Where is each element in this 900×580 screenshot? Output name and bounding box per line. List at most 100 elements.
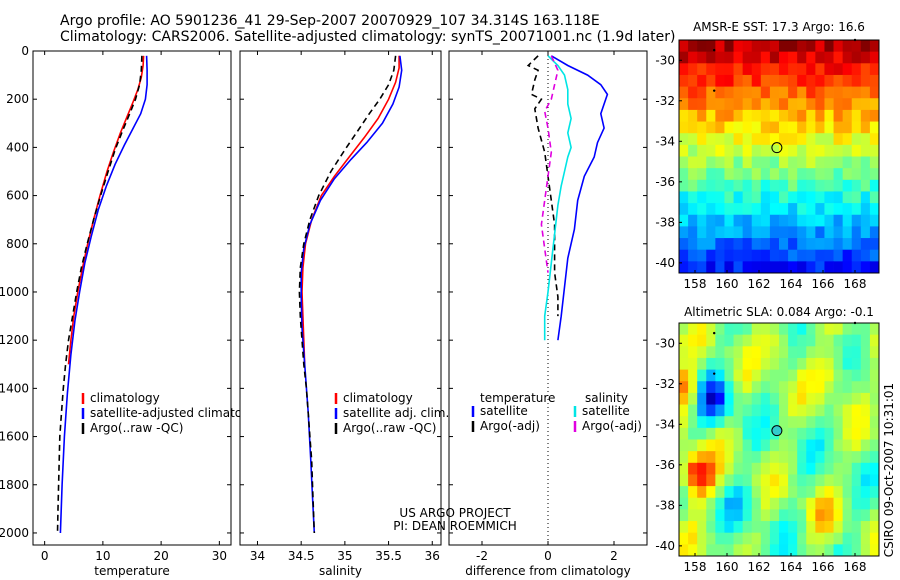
heatmap-cell — [833, 451, 844, 464]
heatmap-cell — [724, 63, 734, 76]
heatmap-cell — [788, 98, 798, 111]
heatmap-cell — [833, 40, 844, 53]
heatmap-cell — [769, 168, 780, 181]
heatmap-cell — [742, 109, 753, 122]
salinity-profile-plot: 34 34.5 35 35.5 36 salinity climatologysatelli… — [239, 50, 449, 578]
heatmap-cell — [860, 474, 871, 487]
heatmap-cell — [842, 249, 853, 262]
heatmap-cell — [679, 544, 689, 557]
heatmap-cell — [697, 168, 707, 181]
heatmap-cell — [851, 462, 862, 475]
heatmap-cell — [806, 63, 816, 76]
heatmap-cell — [679, 40, 689, 53]
heatmap-cell — [869, 191, 880, 204]
heatmap-cell — [851, 133, 862, 146]
heatmap-cell — [824, 51, 834, 64]
heatmap-cell — [706, 144, 716, 157]
heatmap-cell — [788, 144, 798, 157]
heatmap-cell — [751, 249, 762, 262]
heatmap-cell — [760, 238, 771, 251]
heatmap-cell — [815, 497, 825, 510]
legend-label: Argo(-adj) — [582, 419, 642, 433]
heatmap-cell — [742, 451, 753, 464]
heatmap-cell — [688, 261, 698, 274]
heatmap-cell — [715, 261, 725, 274]
heatmap-cell — [860, 451, 871, 464]
heatmap-cell — [797, 179, 807, 192]
heatmap-cell — [860, 509, 871, 522]
y-tick-label: 200 — [6, 92, 29, 106]
heatmap-cell — [751, 133, 762, 146]
heatmap-cell — [806, 249, 816, 262]
heatmap-cell — [760, 334, 771, 347]
heatmap-cell — [806, 40, 816, 53]
heatmap-cell — [769, 86, 780, 99]
heatmap-cell — [769, 63, 780, 76]
y-tick-label: 1000 — [0, 285, 29, 299]
heatmap-cell — [760, 51, 771, 64]
heatmap-cell — [788, 451, 798, 464]
heatmap-cell — [806, 261, 816, 274]
heatmap-cell — [742, 427, 753, 440]
heatmap-cell — [751, 462, 762, 475]
heatmap-cell — [851, 214, 862, 227]
heatmap-cell — [751, 74, 762, 87]
heatmap-cell — [806, 346, 816, 359]
heatmap-cell — [815, 51, 825, 64]
heatmap-cell — [706, 109, 716, 122]
heatmap-cell — [751, 474, 762, 487]
y-tick-label: 2000 — [0, 526, 29, 540]
heatmap-cell — [869, 203, 880, 216]
heatmap-cell — [806, 357, 816, 370]
heatmap-cell — [833, 369, 844, 382]
heatmap-cell — [742, 214, 753, 227]
heatmap-cell — [851, 427, 862, 440]
heatmap-cell — [751, 346, 762, 359]
heatmap-cell — [788, 203, 798, 216]
heatmap-cell — [688, 156, 698, 169]
heatmap-cell — [815, 249, 825, 262]
heatmap-cell — [779, 369, 789, 382]
y-tick-label: 0 — [21, 44, 29, 58]
heatmap-cell — [824, 109, 834, 122]
heatmap-cell — [697, 392, 707, 405]
heatmap-cell — [779, 462, 789, 475]
heatmap-cell — [815, 191, 825, 204]
heatmap-cell — [815, 532, 825, 545]
heatmap-cell — [860, 497, 871, 510]
heatmap-cell — [706, 133, 716, 146]
heatmap-cell — [733, 486, 744, 499]
heatmap-cell — [724, 427, 734, 440]
heatmap-cell — [760, 168, 771, 181]
heatmap-cell — [715, 462, 725, 475]
heatmap-cell — [688, 203, 698, 216]
heatmap-cell — [679, 474, 689, 487]
heatmap-cell — [869, 427, 880, 440]
heatmap-cell — [733, 334, 744, 347]
heatmap-cell — [769, 346, 780, 359]
heatmap-cell — [824, 381, 834, 394]
heatmap-cell — [797, 63, 807, 76]
heatmap-cell — [697, 323, 707, 336]
heatmap-cell — [860, 249, 871, 262]
heatmap-cell — [851, 357, 862, 370]
heatmap-cell — [769, 121, 780, 134]
heatmap-cell — [769, 334, 780, 347]
heatmap-cell — [797, 168, 807, 181]
heatmap-cell — [869, 156, 880, 169]
heatmap-cell — [851, 156, 862, 169]
heatmap-cell — [715, 451, 725, 464]
heatmap-cell — [851, 74, 862, 87]
heatmap-cell — [679, 334, 689, 347]
heatmap-cell — [679, 156, 689, 169]
heatmap-cell — [697, 532, 707, 545]
heatmap-cell — [824, 486, 834, 499]
heatmap-cell — [788, 486, 798, 499]
heatmap-cell — [851, 179, 862, 192]
heatmap-cell — [688, 544, 698, 557]
heatmap-cell — [851, 191, 862, 204]
heatmap-cell — [788, 381, 798, 394]
heatmap-cell — [779, 98, 789, 111]
heatmap-cell — [860, 121, 871, 134]
heatmap-cell — [824, 521, 834, 534]
